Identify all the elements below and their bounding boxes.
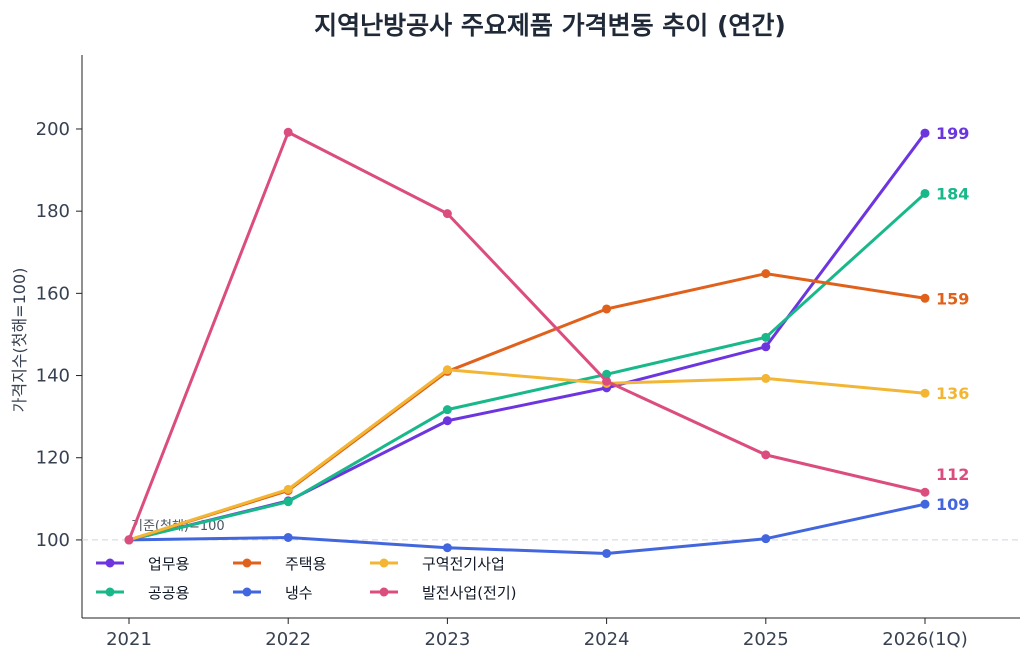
- data-point: [283, 484, 293, 494]
- data-point: [442, 365, 452, 375]
- data-point: [602, 369, 612, 379]
- data-point: [761, 269, 771, 279]
- y-ticks: 100 120 140 160 180 200: [36, 119, 82, 551]
- data-point: [761, 373, 771, 383]
- end-value-label: 136: [936, 384, 969, 403]
- end-value-label: 159: [936, 289, 969, 308]
- legend-item: 발전사업(전기): [370, 584, 517, 602]
- data-point: [442, 416, 452, 426]
- x-tick-label: 2026(1Q): [882, 629, 967, 650]
- series-업무용: [124, 128, 930, 545]
- series-line: [127, 130, 927, 542]
- data-point: [124, 535, 134, 545]
- series-line: [127, 502, 927, 555]
- legend-label: 발전사업(전기): [422, 584, 517, 602]
- chart-title: 지역난방공사 주요제품 가격변동 추이 (연간): [314, 11, 786, 40]
- data-point: [442, 543, 452, 553]
- x-tick-label: 2023: [424, 629, 470, 650]
- data-point: [761, 332, 771, 342]
- x-tick-label: 2025: [743, 629, 789, 650]
- data-point: [761, 534, 771, 544]
- legend-label: 주택용: [285, 555, 326, 573]
- legend-item: 공공용: [96, 584, 189, 602]
- y-tick-label: 140: [36, 366, 70, 387]
- legend-swatch-marker: [379, 587, 389, 597]
- legend-swatch-marker: [242, 558, 252, 568]
- legend-swatch-marker: [379, 558, 389, 568]
- data-point: [920, 499, 930, 509]
- series-line: [127, 272, 927, 542]
- legend-swatch-marker: [105, 558, 115, 568]
- x-tick-label: 2021: [106, 629, 152, 650]
- y-axis-label: 가격지수(첫해=100): [10, 268, 29, 413]
- legend-item: 구역전기사업: [370, 555, 505, 573]
- legend-swatch-marker: [105, 587, 115, 597]
- y-tick-label: 200: [36, 119, 70, 140]
- data-point: [442, 405, 452, 415]
- axes: [81, 55, 1020, 619]
- data-point: [920, 293, 930, 303]
- data-point: [920, 188, 930, 198]
- legend-item: 업무용: [96, 555, 189, 573]
- data-point: [920, 128, 930, 138]
- x-tick-label: 2022: [265, 629, 311, 650]
- data-point: [442, 209, 452, 219]
- legend-swatch-marker: [242, 587, 252, 597]
- end-labels: 199 184 159 109 136 112: [936, 124, 969, 514]
- data-point: [283, 497, 293, 507]
- y-tick-label: 180: [36, 201, 70, 222]
- end-value-label: 109: [936, 495, 969, 514]
- data-point: [602, 304, 612, 314]
- legend-label: 업무용: [148, 555, 189, 573]
- legend-label: 냉수: [285, 584, 313, 602]
- x-ticks: 2021 2022 2023 2024 2025 2026(1Q): [106, 618, 968, 650]
- series-발전사업(전기): [124, 127, 930, 545]
- end-value-label: 199: [936, 124, 969, 143]
- data-point: [761, 450, 771, 460]
- legend-item: 냉수: [233, 584, 313, 602]
- data-point: [283, 127, 293, 137]
- series-line: [127, 131, 927, 542]
- series-line: [127, 368, 927, 542]
- legend-label: 공공용: [148, 584, 189, 602]
- y-tick-label: 100: [36, 530, 70, 551]
- series-line: [127, 191, 927, 542]
- data-point: [761, 342, 771, 352]
- x-tick-label: 2024: [584, 629, 630, 650]
- end-value-label: 184: [936, 184, 969, 203]
- data-point: [920, 388, 930, 398]
- data-point: [602, 548, 612, 558]
- legend-item: 주택용: [233, 555, 326, 573]
- data-point: [283, 532, 293, 542]
- legend-label: 구역전기사업: [422, 555, 505, 573]
- series-냉수: [124, 499, 930, 558]
- y-tick-label: 160: [36, 283, 70, 304]
- series-lines: [124, 127, 930, 558]
- data-point: [602, 376, 612, 386]
- end-value-label: 112: [936, 465, 969, 484]
- data-point: [920, 487, 930, 497]
- y-tick-label: 120: [36, 448, 70, 469]
